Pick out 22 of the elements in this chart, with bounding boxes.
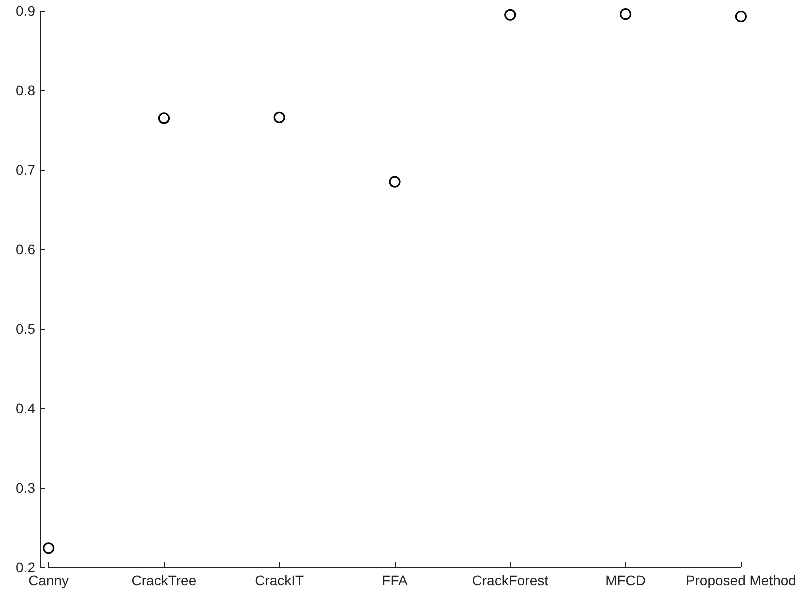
- point: [158, 112, 170, 124]
- point: [620, 8, 632, 20]
- x-tick-label: Proposed Method: [686, 572, 796, 588]
- point: [504, 9, 516, 21]
- x-tick-label: MFCD: [606, 572, 646, 588]
- point: [389, 176, 401, 188]
- y-tick-label: 0.6: [16, 242, 36, 258]
- y-tick-label: 0.9: [16, 3, 36, 20]
- y-tick-label: 0.4: [16, 400, 36, 417]
- x-tick-label: Canny: [28, 572, 70, 588]
- y-tick-label: 0.7: [16, 162, 36, 178]
- x-tick-label: CrackTree: [132, 572, 197, 588]
- y-tick-label: 0.5: [16, 321, 36, 338]
- y-tick-label: 0.3: [16, 480, 36, 496]
- point: [43, 542, 55, 554]
- x-tick-label: CrackIT: [255, 572, 305, 588]
- point: [735, 10, 747, 23]
- y-tick-label: 0.2: [16, 560, 36, 576]
- x-tick-label: FFA: [382, 572, 408, 588]
- y-tick-label: 0.8: [16, 82, 36, 99]
- x-tick-label: CrackForest: [472, 572, 549, 588]
- point: [274, 112, 286, 124]
